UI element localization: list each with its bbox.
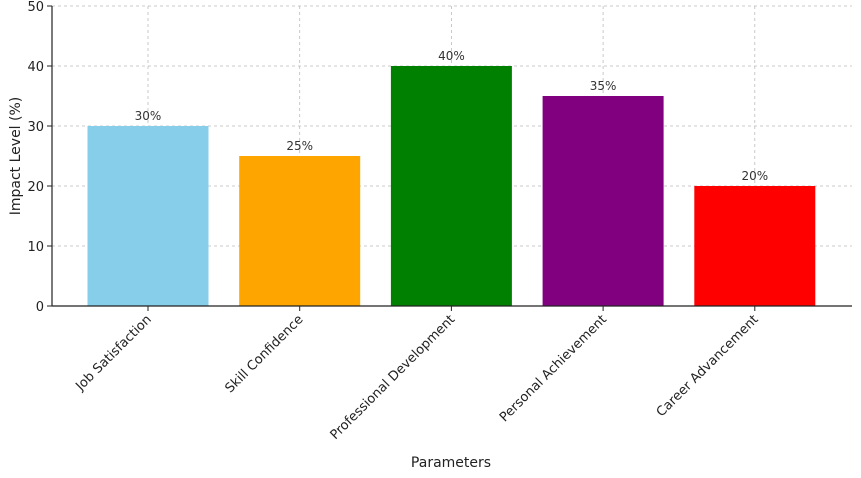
y-tick-label: 0	[36, 300, 44, 315]
bar-professional-development	[390, 66, 512, 306]
y-tick-label: 30	[27, 120, 44, 135]
data-label: 25%	[286, 139, 313, 153]
data-label: 35%	[590, 79, 617, 93]
y-tick-label: 40	[27, 60, 44, 75]
x-tick-label: Personal Achievement	[497, 312, 610, 425]
bar-personal-achievement	[542, 96, 664, 306]
x-axis-title: Parameters	[411, 455, 491, 471]
x-tick-label: Job Satisfaction	[72, 312, 154, 394]
x-tick-label: Skill Confidence	[222, 312, 306, 396]
y-tick-label: 20	[27, 180, 44, 195]
data-label: 20%	[741, 169, 768, 183]
x-tick-label: Career Advancement	[654, 312, 762, 420]
bar-career-advancement	[694, 186, 816, 306]
axes-layer	[47, 5, 852, 311]
data-label: 40%	[438, 49, 465, 63]
y-tick-label: 50	[27, 0, 44, 15]
y-axis-title: Impact Level (%)	[8, 97, 24, 216]
bar-skill-confidence	[239, 156, 361, 306]
y-tick-label: 10	[27, 240, 44, 255]
bar-job-satisfaction	[87, 126, 209, 306]
bars-layer	[87, 66, 816, 306]
x-tick-label: Professional Development	[328, 312, 459, 443]
data-label: 30%	[135, 109, 162, 123]
